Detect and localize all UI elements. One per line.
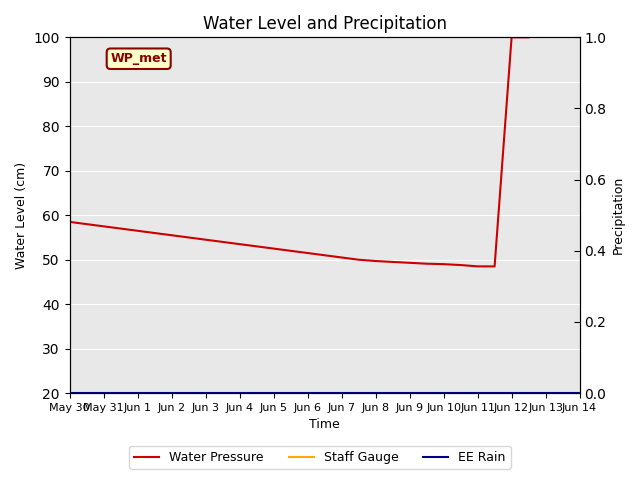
Text: WP_met: WP_met: [111, 52, 167, 65]
Water Pressure: [83, 221, 90, 227]
Water Pressure: [423, 261, 431, 266]
Water Pressure: [321, 252, 328, 258]
Water Pressure: [406, 260, 413, 266]
Y-axis label: Precipitation: Precipitation: [612, 176, 625, 254]
Water Pressure: [219, 239, 227, 245]
Water Pressure: [508, 35, 515, 40]
Water Pressure: [287, 248, 294, 254]
Water Pressure: [134, 228, 141, 234]
Legend: Water Pressure, Staff Gauge, EE Rain: Water Pressure, Staff Gauge, EE Rain: [129, 446, 511, 469]
Water Pressure: [491, 264, 499, 269]
Water Pressure: [474, 264, 481, 269]
Water Pressure: [388, 259, 396, 265]
Water Pressure: [236, 241, 243, 247]
Water Pressure: [185, 235, 193, 240]
Water Pressure: [151, 230, 159, 236]
Line: Water Pressure: Water Pressure: [70, 37, 529, 266]
Water Pressure: [253, 243, 260, 249]
Water Pressure: [355, 257, 362, 263]
Water Pressure: [270, 246, 278, 252]
X-axis label: Time: Time: [309, 419, 340, 432]
Water Pressure: [168, 232, 175, 238]
Water Pressure: [440, 261, 447, 267]
Y-axis label: Water Level (cm): Water Level (cm): [15, 162, 28, 269]
Water Pressure: [338, 254, 346, 260]
Water Pressure: [202, 237, 209, 242]
Water Pressure: [66, 219, 74, 225]
Water Pressure: [117, 226, 125, 231]
Water Pressure: [525, 35, 532, 40]
Title: Water Level and Precipitation: Water Level and Precipitation: [203, 15, 447, 33]
Water Pressure: [304, 250, 312, 256]
Water Pressure: [100, 224, 108, 229]
Water Pressure: [372, 258, 380, 264]
Water Pressure: [457, 262, 465, 268]
